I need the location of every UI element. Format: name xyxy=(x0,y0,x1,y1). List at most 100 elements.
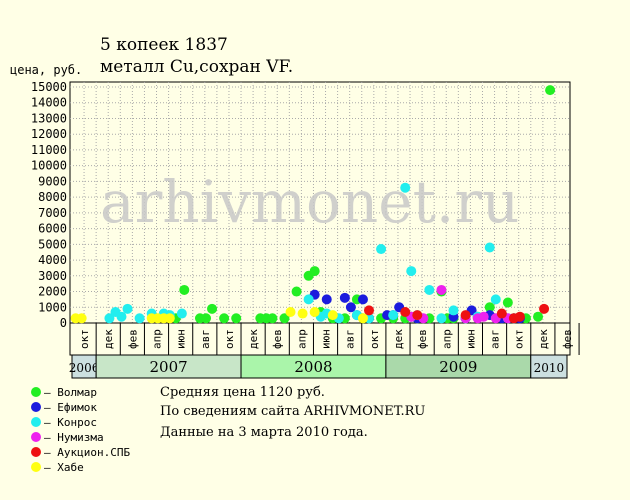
x-tick-label: дек xyxy=(247,329,260,349)
x-tick-label: фев xyxy=(561,329,574,349)
legend-marker xyxy=(31,402,41,412)
y-tick-label: 11000 xyxy=(31,143,67,157)
y-tick-label: 2000 xyxy=(38,285,67,299)
data-point xyxy=(412,310,423,321)
x-tick-label: дек xyxy=(102,329,115,349)
legend-marker xyxy=(31,432,41,442)
chart-title: 5 копеек 1837 xyxy=(100,35,228,55)
data-point xyxy=(309,306,320,317)
chart-subtitle: металл Cu,сохран VF. xyxy=(100,57,293,77)
x-tick-label: авг xyxy=(489,329,502,349)
data-point xyxy=(388,310,399,321)
plot-area xyxy=(69,81,571,324)
data-point xyxy=(279,313,290,324)
x-tick-label: фев xyxy=(271,329,284,349)
data-point xyxy=(339,292,350,303)
data-point xyxy=(76,313,87,324)
data-point xyxy=(357,313,368,324)
data-point xyxy=(164,313,175,324)
data-point xyxy=(400,306,411,317)
x-tick-label: июн xyxy=(464,329,477,349)
data-point xyxy=(122,303,133,314)
legend-marker xyxy=(31,417,41,427)
legend-label: – Аукцион.СПБ xyxy=(44,446,130,459)
data-point xyxy=(490,294,501,305)
data-point xyxy=(116,311,127,322)
legend-label: – Ефимок xyxy=(44,401,97,414)
y-tick-label: 14000 xyxy=(31,96,67,110)
x-tick-label: авг xyxy=(199,329,212,349)
legend: – Волмар – Ефимок – Конрос – Нумизма – Аукци… xyxy=(31,386,130,474)
x-tick-label: фев xyxy=(416,329,429,349)
data-point xyxy=(533,311,544,322)
y-tick-label: 1000 xyxy=(38,300,67,314)
data-point xyxy=(406,266,417,277)
data-point xyxy=(327,310,338,321)
data-point xyxy=(400,182,411,193)
data-point xyxy=(309,266,320,277)
month-strip xyxy=(69,322,571,356)
y-tick-label: 15000 xyxy=(31,80,67,94)
legend-label: – Волмар xyxy=(44,386,97,399)
x-tick-label: июн xyxy=(175,329,188,349)
data-point xyxy=(104,313,115,324)
y-tick-label: 10000 xyxy=(31,159,67,173)
data-point xyxy=(436,313,447,324)
legend-label: – Нумизма xyxy=(44,431,104,444)
y-tick-label: 13000 xyxy=(31,111,67,125)
y-tick-label: 3000 xyxy=(38,269,67,283)
legend-label: – Конрос xyxy=(44,416,97,429)
y-tick-label: 8000 xyxy=(38,190,67,204)
data-point xyxy=(285,306,296,317)
data-point xyxy=(364,305,374,316)
gridlines xyxy=(70,82,570,323)
data-point xyxy=(478,311,489,322)
x-tick-label: окт xyxy=(368,329,381,349)
year-label: 2009 xyxy=(439,358,477,376)
data-point xyxy=(207,303,218,314)
data-point xyxy=(357,294,368,305)
data-point xyxy=(267,313,278,324)
x-tick-label: окт xyxy=(513,329,526,349)
data-point xyxy=(297,308,308,319)
x-tick-label: апр xyxy=(151,329,164,349)
y-tick-label: 7000 xyxy=(38,206,67,220)
x-tick-label: апр xyxy=(440,329,453,349)
x-tick-label: дек xyxy=(537,329,550,349)
x-tick-label: окт xyxy=(223,329,236,349)
x-tick-label: окт xyxy=(78,329,91,349)
year-label: 2006 xyxy=(69,361,100,375)
data-point xyxy=(231,313,242,324)
legend-marker xyxy=(31,447,41,457)
y-axis-label: цена, руб. xyxy=(10,63,82,77)
year-label: 2007 xyxy=(149,358,187,376)
data-point xyxy=(424,284,435,295)
year-label: 2010 xyxy=(534,361,565,375)
legend-marker xyxy=(31,387,41,397)
data-point xyxy=(496,308,507,319)
data-point xyxy=(436,284,447,295)
x-tick-label: дек xyxy=(392,329,405,349)
average-price: Средняя цена 1120 руб. xyxy=(160,385,325,400)
y-tick-label: 0 xyxy=(60,316,67,330)
y-tick-label: 6000 xyxy=(38,222,67,236)
y-tick-label: 4000 xyxy=(38,253,67,267)
data-point xyxy=(219,313,230,324)
date-note: Данные на 3 марта 2010 года. xyxy=(160,425,368,440)
y-tick-label: 12000 xyxy=(31,127,67,141)
x-axis: окт дек фев апр июн авг окт дек фев апр июн авг окт д… xyxy=(69,322,580,379)
data-point xyxy=(514,311,525,322)
data-point xyxy=(179,284,190,295)
data-point xyxy=(484,302,495,313)
x-tick-label: июн xyxy=(320,329,333,349)
data-point xyxy=(448,305,459,316)
data-point xyxy=(484,242,495,253)
x-tick-label: апр xyxy=(295,329,308,349)
data-point xyxy=(303,294,314,305)
x-tick-label: авг xyxy=(344,329,357,349)
data-point xyxy=(321,294,332,305)
data-points xyxy=(70,85,556,324)
x-tick-label: фев xyxy=(126,329,139,349)
data-point xyxy=(376,244,387,255)
